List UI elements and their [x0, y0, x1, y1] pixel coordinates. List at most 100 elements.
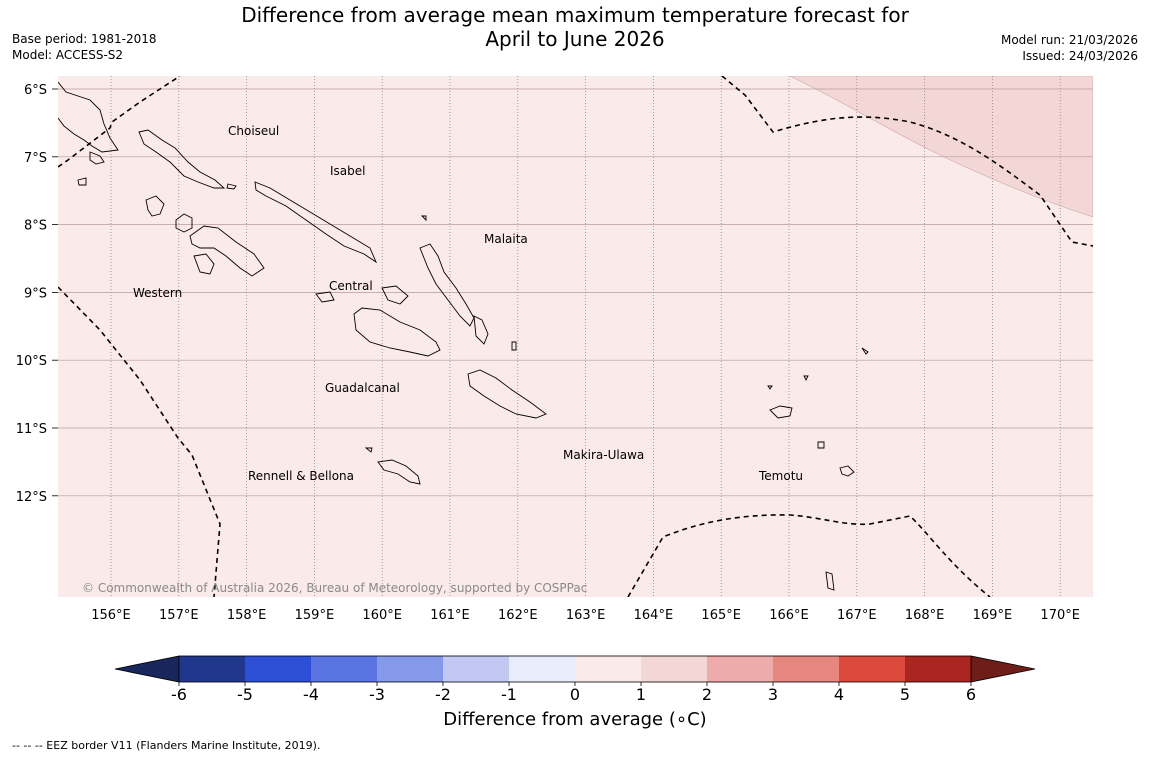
kolombangara-island — [175, 213, 193, 233]
colorbar-tick-label: -6 — [171, 685, 187, 700]
lon-label: 164°E — [634, 608, 674, 623]
colorbar-over-arrow — [970, 655, 1036, 683]
colorbar-bin — [905, 656, 971, 682]
colorbar-bin — [707, 656, 773, 682]
lon-label: 158°E — [227, 608, 267, 623]
region-label-central: Central — [329, 279, 373, 293]
colorbar-bin — [575, 656, 641, 682]
island-islet-temotu — [767, 385, 773, 390]
colorbar-tick-label: -2 — [435, 685, 451, 700]
rendova-island — [193, 253, 215, 275]
island-islet — [226, 183, 237, 190]
colorbar-tick-label: -4 — [303, 685, 319, 700]
eez-border-southeast — [627, 514, 991, 597]
russell-islands — [315, 291, 335, 303]
florida-islands — [381, 285, 409, 305]
utupua-island — [817, 441, 825, 449]
lon-label: 162°E — [498, 608, 538, 623]
island-south-temotu — [825, 571, 835, 591]
colorbar: -6 -5 -4 -3 -2 -1 0 1 2 3 4 5 6 — [114, 655, 1036, 700]
maramasike-island — [473, 315, 489, 345]
colorbar-bin — [443, 656, 509, 682]
colorbar-bin — [839, 656, 905, 682]
lon-label: 160°E — [362, 608, 402, 623]
lon-label: 157°E — [159, 608, 199, 623]
lat-label: 7°S — [24, 151, 47, 166]
colorbar-tick-label: 4 — [834, 685, 844, 700]
lon-label: 170°E — [1040, 608, 1080, 623]
reef-island — [861, 347, 869, 355]
region-label-isabel: Isabel — [330, 164, 365, 178]
vanikoro-island — [839, 465, 855, 477]
bougainville-island — [58, 81, 119, 153]
choiseul-island — [138, 129, 226, 189]
base-period-text: Base period: 1981-2018 — [12, 32, 157, 46]
lat-label: 6°S — [24, 83, 47, 98]
issued-text: Issued: 24/03/2026 — [1022, 49, 1138, 63]
makira-island — [467, 369, 547, 419]
duff-island — [803, 375, 809, 382]
region-label-choiseul: Choiseul — [228, 124, 279, 138]
island-shortland — [89, 151, 105, 165]
chart-title: Difference from average mean maximum tem… — [0, 3, 1150, 51]
colorbar-tick-label: -1 — [501, 685, 517, 700]
lat-label: 12°S — [16, 490, 47, 505]
anomaly-patch-1-to-2 — [789, 76, 1093, 218]
colorbar-bin — [179, 656, 245, 682]
region-label-guadalcanal: Guadalcanal — [325, 381, 400, 395]
colorbar-bin — [641, 656, 707, 682]
region-label-malaita: Malaita — [484, 232, 528, 246]
colorbar-tick-label: 2 — [702, 685, 712, 700]
colorbar-tick-label: 0 — [570, 685, 580, 700]
title-line-2: April to June 2026 — [485, 27, 665, 51]
lon-label: 156°E — [91, 608, 131, 623]
lat-label: 8°S — [24, 219, 47, 234]
island-ontong — [420, 215, 427, 222]
colorbar-tick-label: 1 — [636, 685, 646, 700]
lat-label: 10°S — [16, 354, 47, 369]
region-label-western: Western — [133, 286, 182, 300]
lon-label: 167°E — [837, 608, 877, 623]
isabel-island — [254, 181, 378, 264]
eez-border-southwest — [58, 286, 221, 597]
santa-cruz-island — [769, 405, 793, 419]
lon-label: 163°E — [566, 608, 606, 623]
colorbar-label: Difference from average (∘C) — [443, 709, 707, 730]
lat-label: 9°S — [24, 286, 47, 301]
island-small — [77, 177, 87, 186]
colorbar-tick-label: 6 — [966, 685, 976, 700]
region-label-rennell-bellona: Rennell & Bellona — [248, 469, 354, 483]
lon-label: 159°E — [295, 608, 335, 623]
colorbar-bin — [509, 656, 575, 682]
coastlines — [58, 81, 869, 591]
footer-legend: -- -- -- EEZ border V11 (Flanders Marine… — [12, 739, 321, 752]
ulawa-island — [511, 341, 517, 351]
metadata-left: Base period: 1981-2018 Model: ACCESS-S2 — [12, 31, 157, 63]
lon-label: 168°E — [905, 608, 945, 623]
lon-label: 169°E — [973, 608, 1013, 623]
map-svg: Choiseul Isabel Malaita Western Central … — [16, 76, 1093, 700]
lat-label: 11°S — [16, 422, 47, 437]
colorbar-under-arrow — [114, 655, 180, 683]
longitude-labels: 156°E 157°E 158°E 159°E 160°E 161°E 162°E 163°E… — [91, 608, 1080, 623]
metadata-right: Model run: 21/03/2026 Issued: 24/03/2026 — [1001, 32, 1138, 64]
colorbar-bin — [377, 656, 443, 682]
lon-label: 165°E — [701, 608, 741, 623]
colorbar-bin — [245, 656, 311, 682]
guadalcanal-island — [353, 307, 441, 357]
new-georgia-island — [189, 225, 265, 277]
region-label-temotu: Temotu — [758, 469, 803, 483]
eez-border-northwest — [58, 76, 181, 168]
latitude-labels: 6°S 7°S 8°S 9°S 10°S 11°S 12°S — [16, 83, 58, 505]
rennell-island — [377, 459, 421, 485]
eez-borders — [58, 76, 1093, 597]
copyright-text: © Commonwealth of Australia 2026, Bureau… — [82, 581, 587, 595]
colorbar-tick-label: 5 — [900, 685, 910, 700]
vella-lavella-island — [145, 195, 165, 217]
colorbar-bin — [773, 656, 839, 682]
model-run-text: Model run: 21/03/2026 — [1000, 33, 1138, 47]
colorbar-tick-label: -3 — [369, 685, 385, 700]
map-background — [58, 76, 1093, 597]
colorbar-tick-label: -5 — [237, 685, 253, 700]
colorbar-tick-label: 3 — [768, 685, 778, 700]
